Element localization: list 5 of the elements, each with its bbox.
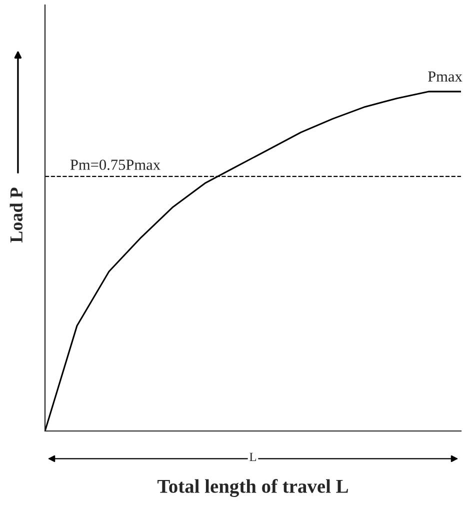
text: Pmax — [428, 72, 462, 82]
text: L — [250, 452, 256, 462]
ref-line-label: Pm=0.75Pmax — [70, 160, 160, 170]
x-axis-title: Total length of travel L — [158, 479, 348, 497]
y-axis-title: Load P — [10, 188, 23, 243]
